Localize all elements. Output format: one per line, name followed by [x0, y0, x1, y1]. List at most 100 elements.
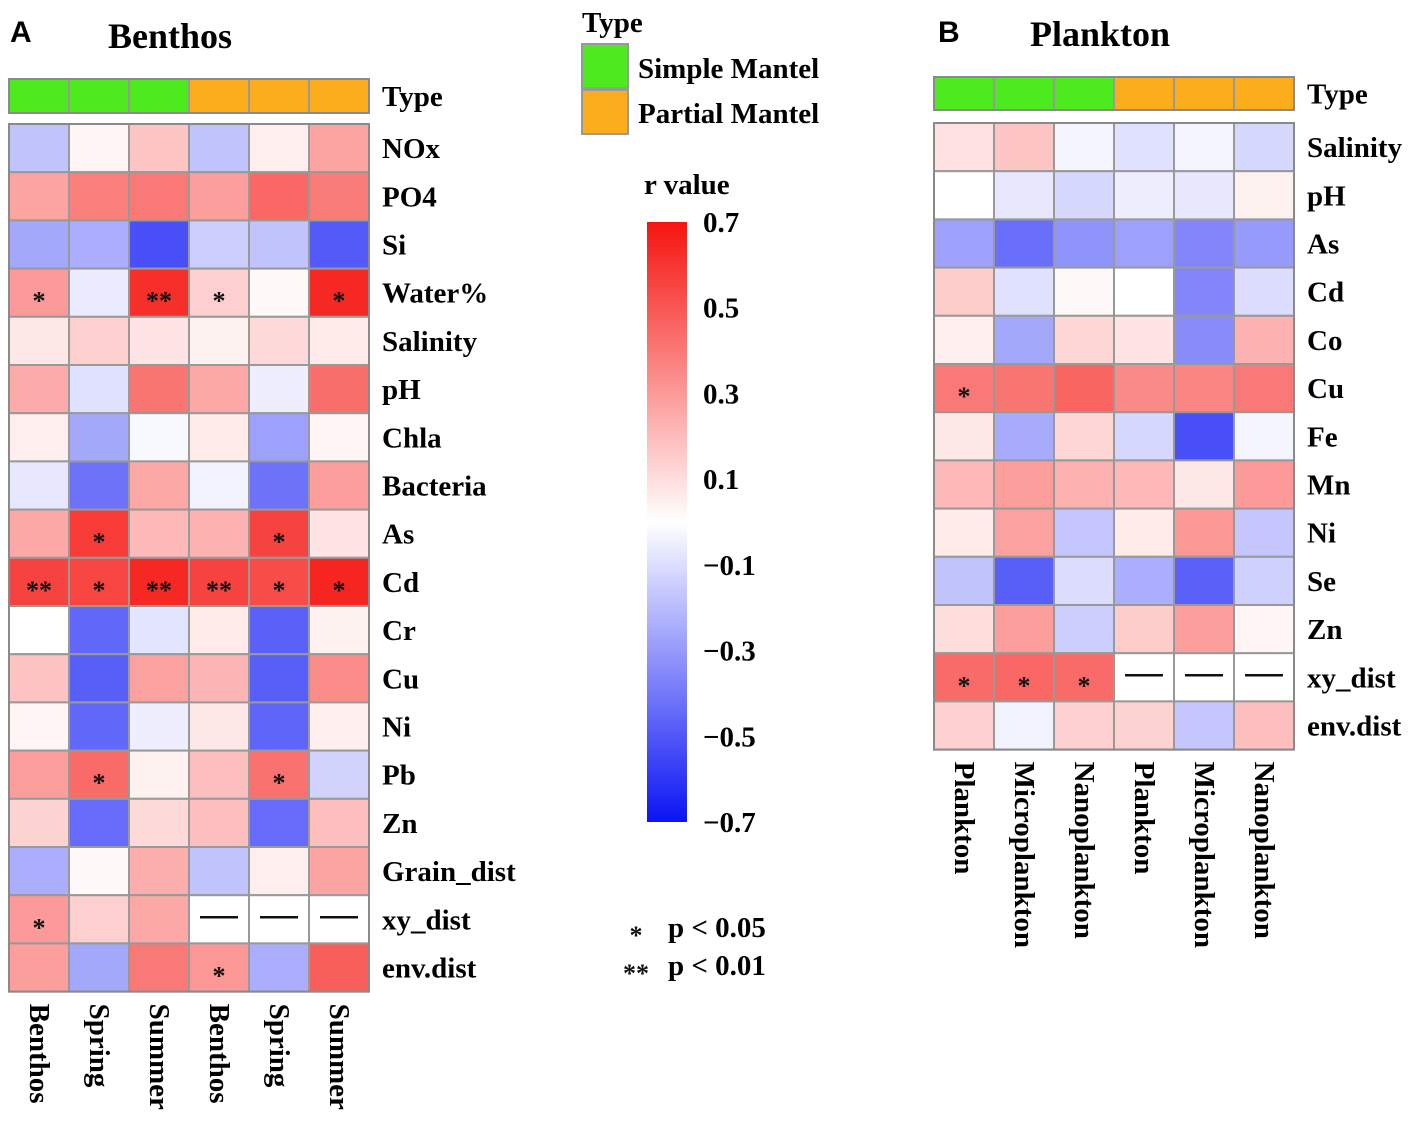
- heatmap-cell: [68, 894, 130, 945]
- heatmap-cell: [1053, 170, 1115, 221]
- heatmap-cell: [8, 605, 70, 656]
- heatmap-cell: [188, 508, 250, 559]
- type-cell: [1173, 76, 1235, 111]
- heatmap-cell: [1053, 122, 1115, 173]
- significance-star: *: [958, 382, 971, 411]
- sig-symbol-p01: **: [623, 959, 649, 988]
- column-label: Nanoplankton: [1248, 762, 1280, 939]
- heatmap-cell: [933, 122, 995, 173]
- significance-legend: * p < 0.05 ** p < 0.01: [623, 912, 766, 988]
- row-label: Co: [1307, 325, 1342, 357]
- heatmap-cell: [993, 363, 1055, 414]
- heatmap-cell: [308, 556, 370, 607]
- significance-star: *: [958, 671, 971, 700]
- heatmap-cell: [8, 653, 70, 704]
- heatmap-cell: [308, 797, 370, 848]
- row-label: Se: [1307, 566, 1336, 598]
- heatmap-cell: [68, 219, 130, 270]
- type-row-label: Type: [1307, 79, 1368, 111]
- heatmap-cell: [1233, 604, 1295, 655]
- heatmap-cell: [308, 942, 370, 993]
- heatmap-cell: [933, 604, 995, 655]
- panel-b-letter: B: [938, 16, 960, 49]
- heatmap-cell: [1053, 266, 1115, 317]
- heatmap-cell: [1173, 507, 1235, 558]
- heatmap-cell: [248, 894, 310, 945]
- heatmap-cell: [248, 219, 310, 270]
- heatmap-cell: [248, 605, 310, 656]
- panel-a-letter: A: [10, 16, 32, 49]
- type-cell: [248, 78, 310, 114]
- heatmap-cell: [8, 701, 70, 752]
- simple-mantel-swatch: [581, 43, 629, 89]
- heatmap-cell: [993, 555, 1055, 606]
- heatmap-cell: [933, 266, 995, 317]
- partial-mantel-label: Partial Mantel: [638, 98, 819, 130]
- row-label: Cu: [1307, 373, 1344, 405]
- heatmap-cell: [68, 412, 130, 463]
- heatmap-cell: [308, 846, 370, 897]
- heatmap-cell: [308, 653, 370, 704]
- row-label: Ni: [382, 712, 411, 744]
- row-label: Si: [382, 230, 406, 262]
- heatmap-cell: [248, 412, 310, 463]
- row-label: Zn: [382, 808, 417, 840]
- significance-star: **: [146, 287, 172, 316]
- column-label: Microplankton: [1188, 762, 1220, 948]
- heatmap-cell: [1113, 314, 1175, 365]
- heatmap-cell: [8, 219, 70, 270]
- significance-star: **: [26, 576, 52, 605]
- row-label: PO4: [382, 181, 437, 213]
- heatmap-cell: [188, 701, 250, 752]
- heatmap-cell: [68, 653, 130, 704]
- heatmap-cell: [308, 460, 370, 511]
- heatmap-cell: [128, 412, 190, 463]
- heatmap-cell: [933, 170, 995, 221]
- type-bar-border: [8, 78, 370, 114]
- significance-star: *: [333, 576, 346, 605]
- type-legend-title: Type: [582, 7, 643, 39]
- heatmap-cell: [1233, 700, 1295, 751]
- heatmap-cell: [128, 219, 190, 270]
- heatmap-cell: [68, 556, 130, 607]
- heatmap-cell: [188, 171, 250, 222]
- heatmap-cell: [308, 894, 370, 945]
- heatmap-cell: [188, 123, 250, 174]
- heatmap-cell: [933, 314, 995, 365]
- heatmap-cell: [1053, 363, 1115, 414]
- type-legend: Type Simple Mantel Partial Mantel: [581, 7, 819, 135]
- heatmap-cell: [8, 797, 70, 848]
- heatmap-cell: [128, 171, 190, 222]
- heatmap-cell: [933, 700, 995, 751]
- heatmap-cell: [933, 218, 995, 269]
- heatmap-cell: [68, 364, 130, 415]
- heatmap-cell: [1233, 652, 1295, 703]
- colorbar-tick-label: −0.1: [703, 550, 756, 582]
- heatmap-cell: [1173, 170, 1235, 221]
- colorbar-tick-label: 0.1: [703, 464, 739, 496]
- heatmap-cell: [308, 171, 370, 222]
- heatmap-cell: [8, 942, 70, 993]
- row-label: Cr: [382, 615, 416, 647]
- heatmap-cell: [248, 364, 310, 415]
- heatmap-cell: [308, 605, 370, 656]
- row-label: xy_dist: [382, 904, 471, 936]
- heatmap-cell: [68, 460, 130, 511]
- column-label: Summer: [323, 1004, 355, 1110]
- significance-star: **: [206, 576, 232, 605]
- heatmap-cell: [933, 507, 995, 558]
- significance-star: *: [213, 962, 226, 991]
- simple-mantel-label: Simple Mantel: [638, 53, 819, 85]
- heatmap-cell: [1233, 459, 1295, 510]
- type-cell: [188, 78, 250, 114]
- significance-star: *: [93, 769, 106, 798]
- heatmap-cell: [8, 508, 70, 559]
- heatmap-cell: [933, 555, 995, 606]
- row-label: Ni: [1307, 518, 1336, 550]
- heatmap-cell: [128, 846, 190, 897]
- heatmap-cell: [1173, 700, 1235, 751]
- heatmap-cell: [248, 701, 310, 752]
- heatmap-border: [8, 123, 370, 993]
- significance-star: *: [1018, 671, 1031, 700]
- significance-star: *: [213, 287, 226, 316]
